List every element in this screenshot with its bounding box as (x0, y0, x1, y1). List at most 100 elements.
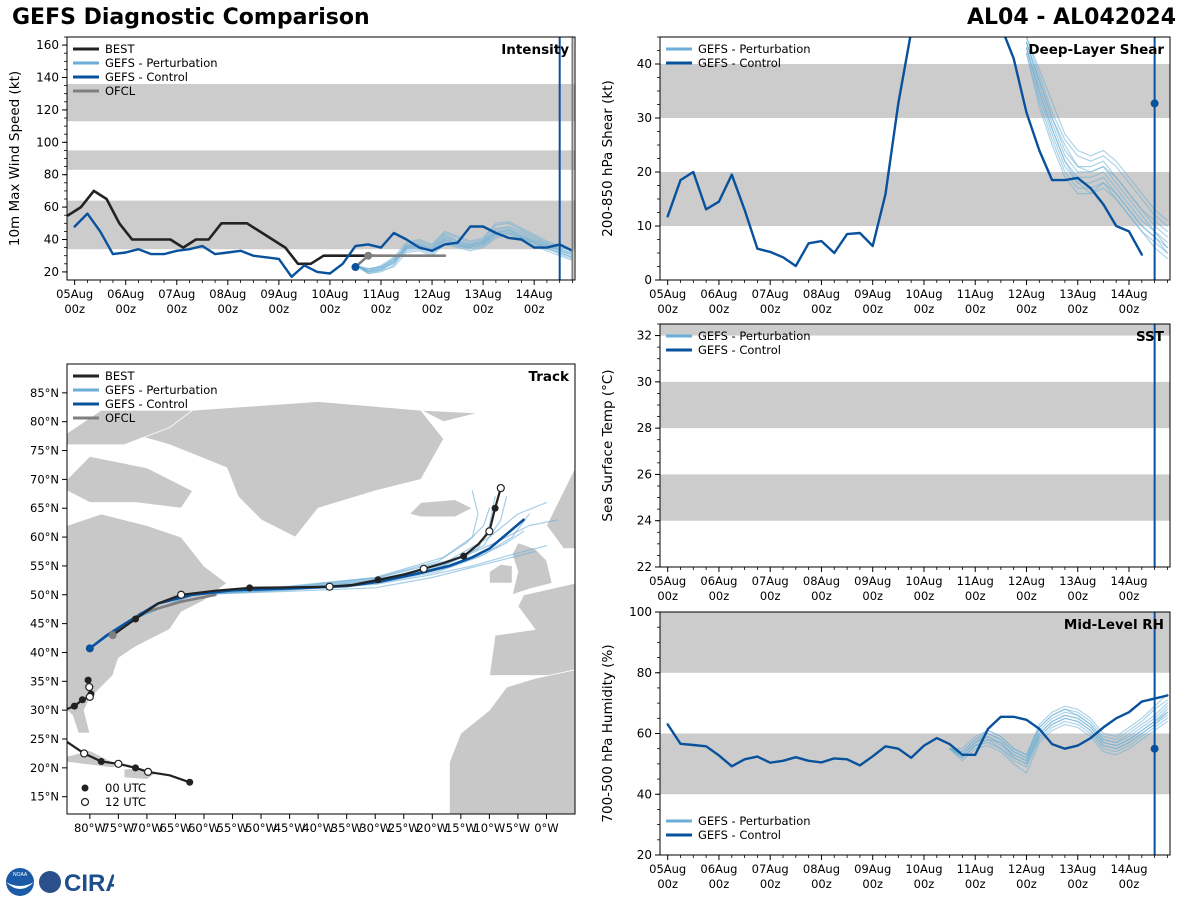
lon-tick-label: 70°W (131, 821, 163, 835)
intensity-band (660, 612, 1170, 673)
x-tick-label: 13Aug (1059, 574, 1096, 588)
best-12utc-marker (419, 564, 428, 573)
land-africa (448, 669, 575, 814)
plot-area-rh (660, 612, 1170, 855)
y-tick-label: 26 (637, 467, 652, 481)
axes-frame (66, 363, 576, 815)
x-tick-hour-label: 00z (760, 877, 781, 891)
y-tick-label: 22 (637, 560, 652, 574)
legend-label: GEFS - Control (698, 828, 781, 842)
x-tick-hour-label: 00z (320, 302, 341, 316)
control-line (666, 37, 1143, 268)
lat-tick-label: 60°N (30, 530, 59, 544)
y-tick-label: 28 (637, 421, 652, 435)
best-00utc-marker (131, 764, 139, 772)
legend-label: 12 UTC (105, 795, 146, 809)
y-tick-label: 140 (36, 71, 59, 85)
panel-shear: 01020304005Aug00z06Aug00z07Aug00z08Aug00… (600, 36, 1171, 316)
land-caribbean (67, 750, 120, 769)
lon-tick-label: 50°W (245, 821, 277, 835)
land-greenland (128, 401, 445, 538)
x-tick-label: 12Aug (1008, 287, 1045, 301)
lon-tick-label: 75°W (102, 821, 134, 835)
legend-label: GEFS - Control (105, 397, 188, 411)
lat-tick-label: 35°N (30, 674, 59, 688)
lat-tick-label: 85°N (30, 386, 59, 400)
land-europe (488, 582, 575, 676)
y-tick-label: 24 (637, 514, 652, 528)
intensity-band (67, 150, 575, 170)
ofcl-init-marker (364, 251, 373, 260)
x-tick-label: 07Aug (158, 287, 195, 301)
lat-tick-label: 25°N (30, 732, 59, 746)
x-tick-label: 06Aug (700, 862, 737, 876)
best-12utc-marker (143, 767, 153, 776)
x-tick-label: 05Aug (649, 574, 686, 588)
intensity-band (660, 324, 1170, 336)
x-tick-hour-label: 00z (1016, 302, 1037, 316)
control-init-marker (1150, 99, 1159, 108)
x-tick-hour-label: 00z (1016, 589, 1037, 603)
lat-tick-label: 65°N (30, 501, 59, 515)
legend-label: OFCL (105, 411, 136, 425)
x-tick-hour-label: 00z (269, 302, 290, 316)
intensity-band (660, 64, 1170, 118)
x-tick-label: 09Aug (854, 287, 891, 301)
plot-area-sst (660, 324, 1170, 567)
land-scandinavia (546, 467, 575, 549)
x-tick-hour-label: 00z (965, 302, 986, 316)
panel-title: Mid-Level RH (1064, 617, 1164, 633)
land-britain (511, 542, 553, 596)
map-area (67, 401, 575, 814)
axes-frame (659, 323, 1171, 568)
x-tick-label: 08Aug (803, 287, 840, 301)
best-00utc-marker (491, 504, 499, 512)
intensity-band (660, 172, 1170, 226)
x-tick-label: 11Aug (362, 287, 399, 301)
panel-title: Deep-Layer Shear (1028, 42, 1164, 58)
y-tick-label: 30 (637, 375, 652, 389)
x-tick-label: 06Aug (700, 287, 737, 301)
perturbation-member-line (354, 229, 573, 270)
x-tick-label: 10Aug (905, 287, 942, 301)
x-tick-hour-label: 00z (657, 589, 678, 603)
best-00utc-marker (131, 615, 139, 623)
x-tick-hour-label: 00z (914, 589, 935, 603)
ofcl-line (354, 254, 447, 269)
y-tick-label: 120 (36, 103, 59, 117)
y-axis-label: 700-500 hPa Humidity (%) (600, 644, 616, 822)
lon-tick-label: 15°W (445, 821, 477, 835)
x-tick-label: 12Aug (413, 287, 450, 301)
panel-rh: 2040608010005Aug00z06Aug00z07Aug00z08Aug… (600, 605, 1171, 891)
x-tick-hour-label: 00z (965, 877, 986, 891)
perturbation-member-line (354, 221, 573, 271)
plot-area-intensity (67, 37, 575, 280)
best-00utc-marker (97, 758, 105, 765)
lat-tick-label: 80°N (30, 415, 59, 429)
perturbation-member-line (1025, 47, 1168, 254)
y-tick-label: 40 (637, 57, 652, 71)
x-tick-label: 08Aug (209, 287, 246, 301)
x-tick-label: 09Aug (260, 287, 297, 301)
land-svalbard-greenland-east (420, 409, 479, 423)
x-tick-label: 08Aug (803, 862, 840, 876)
x-tick-hour-label: 00z (811, 877, 832, 891)
x-tick-label: 12Aug (1008, 862, 1045, 876)
y-tick-label: 20 (637, 165, 652, 179)
lon-tick-label: 0°W (534, 821, 558, 835)
lon-tick-label: 65°W (160, 821, 192, 835)
perturbation-member-line (354, 225, 573, 273)
y-tick-label: 160 (36, 38, 59, 52)
perturbation-member-line (1025, 37, 1168, 222)
legend-label: GEFS - Perturbation (105, 383, 218, 397)
lon-tick-label: 45°W (274, 821, 306, 835)
perturbation-member-line (1025, 41, 1168, 238)
x-tick-hour-label: 00z (760, 589, 781, 603)
lat-tick-label: 50°N (30, 588, 59, 602)
x-tick-hour-label: 00z (1119, 302, 1140, 316)
legend-label: GEFS - Control (698, 56, 781, 70)
x-tick-hour-label: 00z (811, 589, 832, 603)
best-12utc-marker (85, 682, 94, 692)
control-line (73, 212, 574, 278)
figure-title: GEFS Diagnostic Comparison (12, 5, 370, 30)
